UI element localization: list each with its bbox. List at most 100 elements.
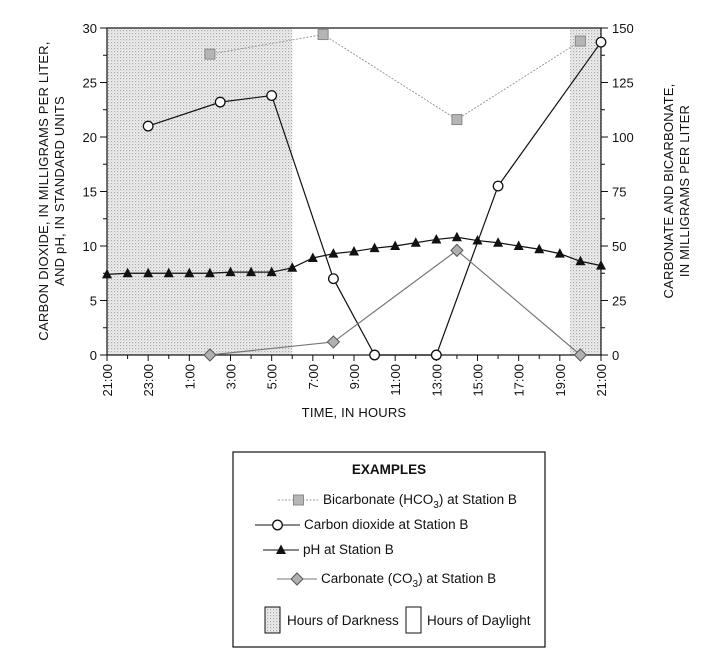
data-point-carbon-dioxide bbox=[214, 96, 226, 108]
left-axis-title: CARBON DIOXIDE, IN MILLIGRAMS PER LITER,… bbox=[36, 41, 67, 340]
legend-title: EXAMPLES bbox=[352, 462, 426, 477]
data-point-carbon-dioxide bbox=[492, 180, 504, 192]
x-tick-label: 19:00 bbox=[553, 364, 568, 397]
right-axis: 0 25 50 75 100 125 150 bbox=[601, 21, 634, 363]
legend-darkness-swatch bbox=[264, 606, 281, 634]
series-carbonate bbox=[203, 243, 588, 362]
legend-marker-bicarbonate bbox=[293, 494, 304, 506]
data-point-ph bbox=[472, 235, 483, 245]
data-point-ph bbox=[369, 242, 380, 253]
series-ph bbox=[102, 231, 606, 279]
legend-marker-ph bbox=[276, 544, 286, 554]
right-tick-label: 75 bbox=[612, 185, 626, 200]
x-tick-label: 15:00 bbox=[471, 364, 486, 397]
data-point-carbon-dioxide bbox=[266, 90, 278, 102]
right-tick-label: 25 bbox=[612, 294, 626, 309]
data-point-ph bbox=[328, 248, 339, 258]
x-axis: 21:00 23:00 1:00 3:00 5:00 7:00 9:00 11:00 13:00… bbox=[100, 355, 609, 397]
data-point-ph bbox=[410, 237, 421, 247]
data-point-ph bbox=[554, 248, 565, 258]
data-point-ph bbox=[163, 267, 174, 278]
x-tick-label: 9:00 bbox=[347, 364, 362, 389]
data-point-ph bbox=[287, 262, 298, 272]
series-carbon-dioxide bbox=[142, 36, 607, 361]
x-tick-label: 21:00 bbox=[100, 364, 115, 397]
data-point-carbon-dioxide bbox=[142, 120, 154, 132]
legend-label-carbon-dioxide: Carbon dioxide at Station B bbox=[304, 517, 468, 532]
right-axis-title-line-1: CARBONATE AND BICARBONATE, bbox=[661, 84, 676, 299]
series-bicarbonate bbox=[204, 29, 586, 126]
series-line-carbon-dioxide bbox=[147, 41, 602, 356]
data-point-ph bbox=[307, 252, 318, 262]
data-point-ph bbox=[143, 267, 154, 278]
x-tick-label: 5:00 bbox=[265, 364, 280, 389]
series-layer bbox=[102, 29, 607, 362]
legend-daylight-label: Hours of Daylight bbox=[427, 613, 531, 628]
left-tick-label: 5 bbox=[90, 294, 97, 309]
data-point-carbonate bbox=[450, 243, 464, 258]
data-point-bicarbonate bbox=[204, 48, 216, 60]
x-tick-label: 3:00 bbox=[224, 364, 239, 389]
legend-marker-carbon-dioxide bbox=[272, 519, 283, 531]
data-point-bicarbonate bbox=[451, 114, 463, 126]
legend-entry-carbon-dioxide: Carbon dioxide at Station B bbox=[255, 517, 468, 532]
right-tick-label: 125 bbox=[612, 76, 634, 91]
left-axis-title-line-2: AND pH, IN STANDARD UNITS bbox=[52, 96, 67, 286]
data-point-carbonate bbox=[326, 335, 341, 349]
legend-label-ph: pH at Station B bbox=[303, 542, 394, 557]
right-tick-label: 50 bbox=[612, 239, 626, 254]
right-tick-label: 150 bbox=[612, 21, 634, 36]
legend-daylight-swatch bbox=[405, 606, 422, 634]
data-point-carbon-dioxide bbox=[430, 349, 442, 361]
left-tick-label: 30 bbox=[83, 21, 97, 36]
legend-entry-ph: pH at Station B bbox=[263, 542, 394, 557]
x-tick-label: 7:00 bbox=[306, 364, 321, 389]
data-point-carbonate bbox=[203, 348, 217, 362]
data-point-ph bbox=[493, 237, 504, 247]
x-tick-label: 11:00 bbox=[388, 364, 403, 396]
right-axis-title-line-2: IN MILLIGRAMS PER LITER bbox=[677, 105, 692, 277]
legend-entry-carbonate: Carbonate (CO3) at Station B bbox=[277, 571, 496, 590]
data-point-carbonate bbox=[573, 348, 588, 362]
legend-entry-bicarbonate: Bicarbonate (HCO3) at Station B bbox=[278, 492, 517, 511]
data-point-ph bbox=[596, 260, 606, 270]
data-point-bicarbonate bbox=[317, 29, 329, 41]
data-point-ph bbox=[102, 268, 112, 279]
data-point-ph bbox=[349, 245, 359, 256]
left-tick-label: 15 bbox=[83, 185, 97, 200]
x-axis-title: TIME, IN HOURS bbox=[302, 405, 407, 420]
left-axis: 0 5 10 15 20 25 30 bbox=[83, 21, 107, 363]
data-point-ph bbox=[266, 266, 277, 277]
right-tick-label: 100 bbox=[612, 130, 634, 145]
data-point-carbon-dioxide bbox=[595, 36, 607, 48]
darkness-band-0 bbox=[107, 28, 293, 355]
data-point-bicarbonate bbox=[574, 35, 586, 47]
data-point-ph bbox=[204, 267, 215, 278]
x-tick-label: 13:00 bbox=[429, 364, 444, 397]
legend-entries: Bicarbonate (HCO3) at Station B Carbon di… bbox=[255, 492, 517, 590]
legend-darkness-label: Hours of Darkness bbox=[287, 613, 399, 628]
data-point-carbon-dioxide bbox=[369, 349, 381, 361]
data-point-ph bbox=[513, 240, 524, 250]
x-tick-label: 21:00 bbox=[594, 364, 609, 397]
data-point-ph bbox=[575, 255, 586, 266]
data-point-ph bbox=[184, 267, 195, 278]
data-point-ph bbox=[390, 240, 401, 250]
darkness-band-1 bbox=[570, 28, 601, 355]
data-point-ph bbox=[431, 233, 442, 244]
x-tick-label: 23:00 bbox=[141, 364, 156, 397]
left-tick-label: 0 bbox=[90, 348, 97, 363]
data-point-ph bbox=[534, 243, 545, 254]
legend-marker-carbonate bbox=[290, 572, 304, 586]
data-point-ph bbox=[246, 266, 257, 277]
legend-label-carbonate: Carbonate (CO3) at Station B bbox=[321, 571, 496, 590]
legend-label-bicarbonate: Bicarbonate (HCO3) at Station B bbox=[323, 492, 517, 511]
series-line-carbonate bbox=[209, 249, 581, 356]
data-point-ph bbox=[451, 231, 462, 242]
data-point-ph bbox=[122, 267, 133, 278]
x-tick-label: 1:00 bbox=[182, 364, 197, 389]
left-tick-label: 20 bbox=[83, 130, 97, 145]
x-tick-label: 17:00 bbox=[512, 364, 527, 397]
right-tick-label: 0 bbox=[612, 348, 619, 363]
